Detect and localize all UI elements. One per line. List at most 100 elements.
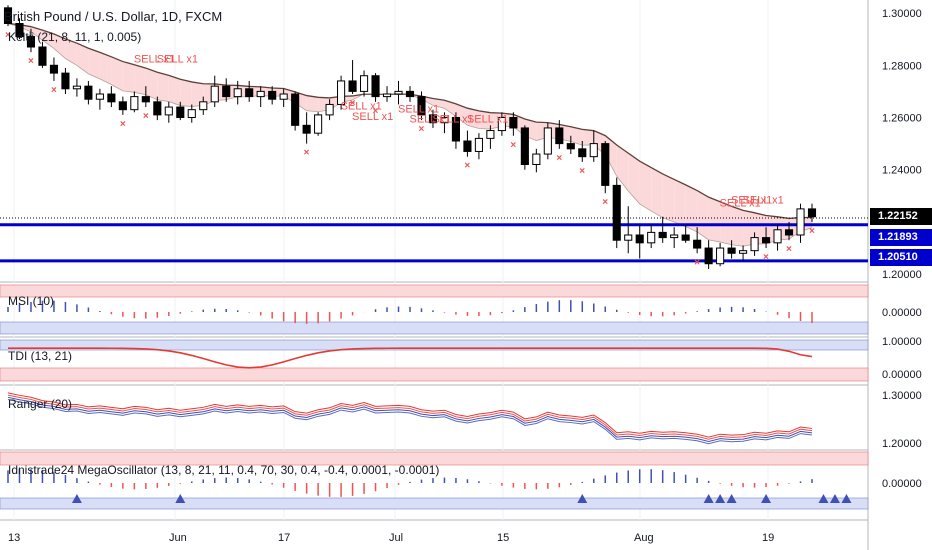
buy-triangle-marker [841,494,852,503]
candle-body [784,229,794,236]
candle-body [727,247,736,254]
time-tick-label: 15 [497,532,509,544]
buy-triangle-marker [703,494,714,503]
sell-marker: × [786,244,792,255]
time-tick-label: Jul [389,532,403,544]
candle-body [279,93,288,100]
candle-body [15,23,24,38]
sell-marker: × [373,106,379,117]
candle-body [761,237,771,244]
candle-body [107,93,116,103]
cloud-segment [478,110,491,130]
candle-body [118,101,127,111]
msi-lower-zone [0,321,869,335]
candle-body [463,140,472,152]
cloud-segment [455,103,468,126]
megaoscillator-panel[interactable] [0,451,869,510]
candle-body [268,90,277,100]
sell-annotation: SELL x1 [432,114,473,126]
candle-body [61,72,70,90]
candle-body [325,103,334,116]
cloud-segment [65,38,77,66]
cloud-segment [53,34,66,59]
candle-body [256,90,265,98]
buy-triangle-marker [818,494,829,503]
sell-annotation: SELL x1 [467,114,508,126]
candle-body [486,130,495,139]
price-tick-label: 1.24000 [882,165,922,177]
sell-annotation: SELL x1 [720,197,761,209]
sell-marker: × [510,140,516,151]
candle-body [95,93,104,100]
ranger-line [7,399,813,445]
ranger-panel[interactable] [7,392,813,445]
cloud-segment [697,190,709,240]
candle-body [497,117,506,132]
tdi-line [8,347,813,369]
cloud-segment [467,108,479,129]
cloud-segment [582,129,594,146]
sell-marker: × [304,148,310,159]
last-price-tag: 1.22152 [870,208,932,225]
candle-body [130,96,139,111]
sell-marker: × [763,252,769,263]
cloud-segment [145,68,158,100]
tdi-panel[interactable] [0,339,869,382]
candle-body [474,137,483,152]
candle-body [428,114,438,124]
time-tick-label: 17 [278,532,290,544]
candle-body [612,184,621,241]
candle-body [555,127,564,145]
candle-body [359,75,369,92]
candle-body [3,7,13,25]
tdi-tick-label: 0.00000 [882,369,922,381]
sell-marker: × [579,166,585,177]
candle-body [520,127,529,165]
msi-panel[interactable] [0,284,869,335]
candle-body [635,234,644,244]
cloud-segment [157,72,169,102]
sell-marker: × [120,119,126,130]
candle-body [394,90,403,95]
candle-body [302,124,311,134]
candle-body [739,250,748,254]
cloud-segment [168,75,181,106]
cloud-segment [651,167,663,218]
candle-body [509,117,518,129]
ranger-line [7,394,813,440]
price-axis[interactable]: 1.30000 1.28000 1.26000 1.24000 1.20000 0.000… [882,8,922,490]
time-tick-label: 13 [8,532,20,544]
cloud-segment [134,64,146,95]
candle-body [72,85,81,90]
candle-body [222,85,231,98]
sell-marker: × [5,30,11,41]
sell-marker: × [602,197,608,208]
ranger-line [7,392,813,438]
candle-body [405,90,415,98]
mega-upper-zone [0,451,869,466]
buy-triangle-marker [761,494,772,503]
sell-marker: × [350,98,356,109]
candle-body [49,64,59,74]
candle-body [314,114,323,134]
candle-body [291,93,300,126]
candle-body [210,85,219,103]
mega-lower-zone [0,497,869,510]
sell-annotation: SELL x1 [134,54,175,66]
time-axis[interactable]: 13 Jun 17 Jul 15 Aug 19 [8,532,774,544]
candle-body [624,234,633,241]
cloud-segment [639,161,652,212]
candle-body [153,101,162,116]
ranger-tick-label: 1.20000 [882,438,922,450]
candle-body [141,96,150,103]
cloud-segment [628,153,640,204]
sell-annotation: SELL x1 [157,54,198,66]
sell-marker: × [556,153,562,164]
sell-marker: × [809,226,815,237]
candle-body [233,88,242,98]
lower-line-price-tag: 1.20510 [870,249,932,266]
sell-marker: × [28,56,34,67]
cloud-segment [662,173,675,223]
candle-body [187,109,196,118]
